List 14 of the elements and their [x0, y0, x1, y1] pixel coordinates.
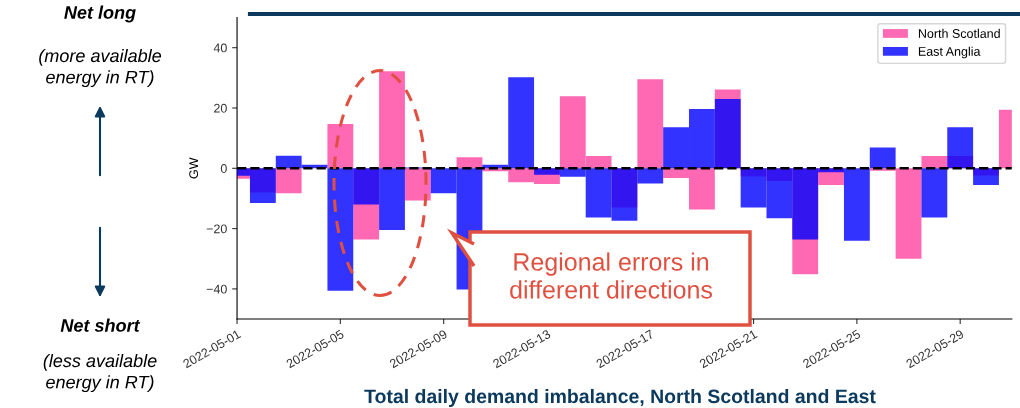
text: Net short — [60, 318, 141, 332]
y-tick-label: 20 — [214, 103, 227, 113]
y-tick-label: −20 — [206, 224, 227, 234]
y-tick-label: 40 — [213, 43, 227, 53]
text: (less available energy in RT) — [43, 353, 157, 393]
legend-label: North Scotland — [918, 28, 1000, 38]
legend-label: East Anglia — [918, 46, 981, 59]
y-tick-label: 0 — [220, 164, 227, 173]
text: Total daily demand imbalance, North Scotland and East — [364, 388, 876, 408]
y-tick-label: −40 — [206, 284, 227, 294]
text: Net long — [64, 5, 136, 23]
annotation: Regional errors in different directions — [510, 252, 713, 299]
text: (more available energy in RT) — [39, 48, 162, 88]
y-axis-title: GW — [189, 157, 199, 179]
